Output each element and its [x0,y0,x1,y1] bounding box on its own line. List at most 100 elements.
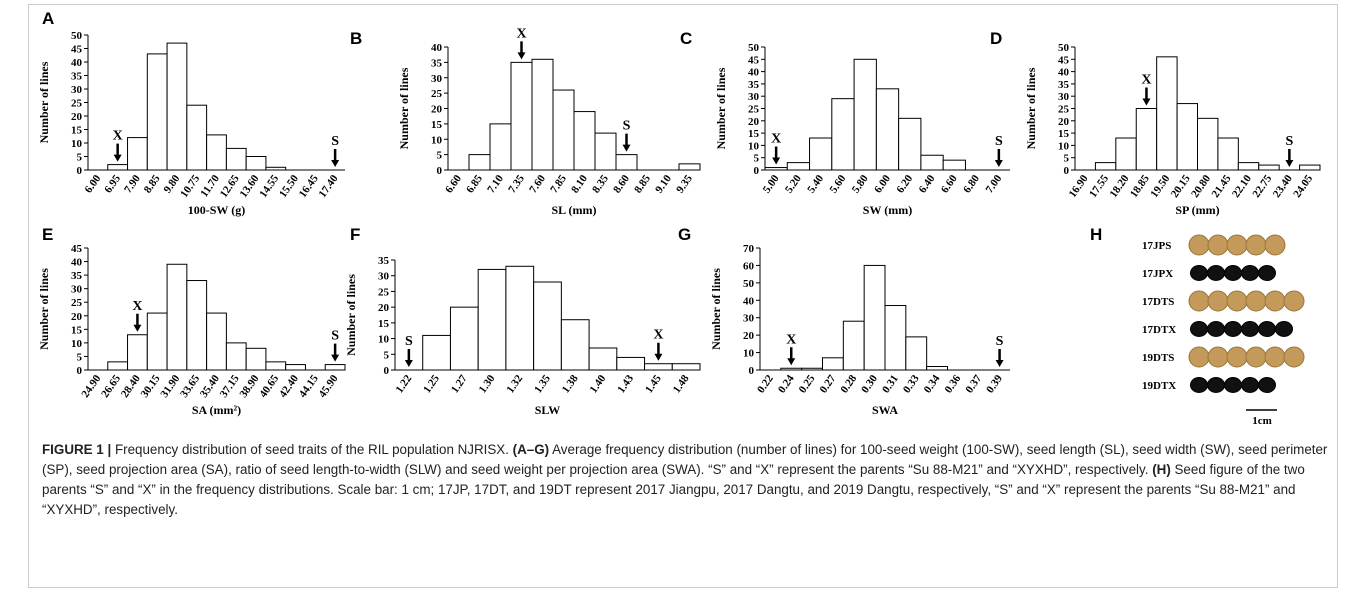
seed [1245,346,1267,368]
x-tick-label: 8.10 [569,172,590,195]
bar [324,364,346,371]
x-tick-label: 38.90 [237,372,261,400]
seed [1224,265,1242,281]
seed [1190,265,1208,281]
x-tick-label: 6.60 [939,172,960,195]
x-tick-label: 1.38 [560,372,581,395]
y-tick-label: 5 [1064,153,1070,165]
y-tick-label: 20 [431,104,443,116]
x-tick-label: 12.65 [218,172,242,200]
x-tick-label: 9.35 [674,172,695,195]
seed [1207,346,1229,368]
x-tick-label: 19.50 [1148,172,1172,200]
seed [1264,290,1286,312]
y-tick-label: 60 [743,260,755,272]
bar [1197,117,1219,171]
bar [920,154,944,171]
bar [1094,162,1117,171]
bar [245,347,267,371]
x-tick-label: 1.27 [449,372,470,395]
bar [285,364,306,371]
x-tick-label: 11.70 [198,172,222,199]
x-tick-label: 1.25 [421,372,442,395]
annotation: S [996,334,1004,349]
bar [510,61,533,171]
bar [831,98,855,171]
seed [1207,290,1229,312]
y-tick-label: 35 [71,270,83,282]
x-tick-label: 35.40 [198,372,222,400]
x-tick-label: 8.60 [611,172,632,195]
caption-text: (A–G) [512,442,550,457]
y-axis-label: Number of lines [714,67,728,149]
annotation: X [653,328,663,343]
y-tick-label: 70 [743,243,755,255]
y-tick-label: 10 [748,140,760,152]
seed [1258,321,1276,337]
y-tick-label: 30 [1058,91,1070,103]
caption-text: Average frequency distribution (number o… [42,442,1328,477]
arrow-head [404,360,413,367]
x-tick-label: 20.15 [1169,172,1193,200]
bar [146,312,168,371]
bar [1299,164,1321,171]
y-tick-label: 0 [1064,165,1070,177]
y-tick-label: 0 [77,365,83,377]
y-tick-label: 15 [71,125,83,137]
y-axis-label: Number of lines [344,274,358,356]
bar [477,268,507,371]
y-axis-label: Number of lines [37,61,51,143]
y-tick-label: 0 [437,165,443,177]
arrow-head [331,160,340,167]
annotation: S [405,334,413,349]
y-tick-label: 10 [71,338,83,350]
bar [786,162,811,171]
y-tick-label: 45 [748,54,760,66]
x-tick-label: 1.43 [615,372,636,395]
x-tick-label: 16.90 [1067,172,1091,200]
bar [489,123,512,171]
x-tick-label: 0.36 [943,372,964,395]
panel-letter: F [350,225,360,244]
arrow-head [772,157,781,165]
x-tick-label: 5.00 [761,172,782,195]
y-tick-label: 15 [748,128,760,140]
x-tick-label: 33.65 [178,372,202,400]
bar [822,357,844,371]
x-tick-label: 18.20 [1107,172,1131,200]
x-tick-label: 7.00 [983,172,1004,195]
x-tick-label: 5.60 [828,172,849,195]
panel-letter: B [350,29,362,48]
x-tick-label: 5.40 [805,172,826,195]
bar [225,147,247,171]
bar [809,137,833,171]
y-tick-label: 20 [71,311,83,323]
annotation: X [1141,73,1151,88]
y-tick-label: 5 [754,153,760,165]
bar [225,342,247,371]
bar [245,156,267,171]
x-tick-label: 40.65 [257,372,281,400]
bar [678,163,701,171]
seed [1226,234,1248,256]
arrow-head [1285,160,1294,167]
x-axis-label: SP (mm) [1175,203,1219,217]
x-tick-label: 37.15 [218,372,242,400]
x-axis-label: SLW [535,403,561,417]
bar [265,361,287,371]
y-tick-label: 45 [1058,54,1070,66]
x-tick-label: 0.37 [963,372,984,395]
bar [505,265,535,371]
x-axis-label: SWA [872,403,898,417]
panel-letter: H [1090,225,1102,244]
y-tick-label: 30 [431,73,443,85]
x-axis-label: SW (mm) [863,203,912,217]
bar [1176,103,1199,171]
seed [1283,290,1305,312]
x-tick-label: 0.30 [859,372,880,395]
y-tick-label: 0 [749,365,755,377]
bar [1217,137,1239,171]
seed [1264,234,1286,256]
y-tick-label: 50 [743,278,755,290]
seed-label: 17DTX [1142,324,1176,336]
